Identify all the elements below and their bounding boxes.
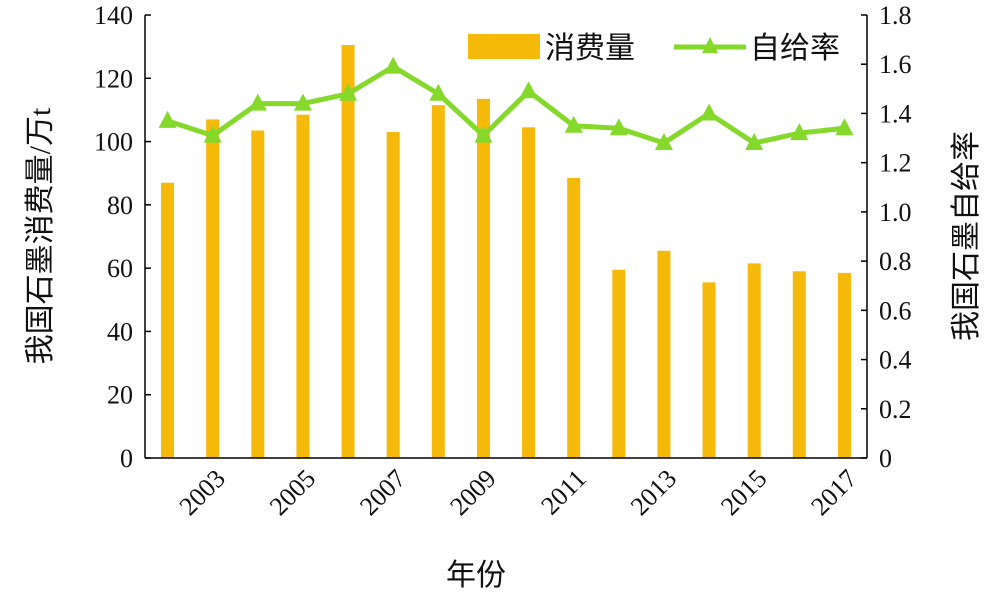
point-2011 [564,115,583,133]
y-right-tick-label: 0 [879,444,892,473]
point-2008 [429,83,448,101]
bar-2016 [792,271,806,458]
y-left-tick-label: 80 [107,191,133,220]
legend-marker-triangle [702,37,718,53]
x-tick-label: 2005 [264,464,321,521]
line-series [158,56,854,150]
point-2016 [790,123,809,141]
bar-2012 [612,269,626,458]
y-left-tick-label: 0 [120,444,133,473]
point-2006 [339,83,358,101]
bar-2005 [296,114,310,459]
point-2005 [293,93,312,111]
y-left-tick-label: 40 [107,317,133,346]
line-path [166,64,845,146]
bar-2009 [476,98,490,458]
y-left-tick-label: 120 [94,64,133,93]
bar-2011 [567,177,581,459]
bar-2013 [657,250,671,458]
point-2015 [745,132,764,150]
x-tick-label: 2009 [444,464,501,521]
y-axis-right-label: 我国石墨自给率 [950,131,983,341]
bar-2007 [386,132,400,459]
bar-2010 [522,127,536,458]
point-2017 [835,118,854,136]
y-right-tick-label: 0.2 [879,395,912,424]
point-2012 [609,118,628,136]
bar-2006 [341,45,355,458]
legend-swatch-bar [468,34,540,59]
y-right-tick-label: 0.6 [879,296,912,325]
bar-2015 [747,263,761,458]
legend-label-bar: 消费量 [545,32,635,65]
y-right-tick-label: 1.4 [879,99,912,128]
bar-2002 [161,182,175,458]
point-2004 [248,93,267,111]
y-left-tick-label: 140 [94,1,133,30]
legend-label-line: 自给率 [750,32,840,65]
point-2009 [474,125,493,143]
point-2010 [519,81,538,99]
point-2003 [203,125,222,143]
bars-series [161,45,851,459]
bar-2008 [431,105,445,459]
x-tick-label: 2015 [715,464,772,521]
bar-2014 [702,282,716,458]
y-axis-left-label: 我国石墨消费量/万t [24,107,57,364]
y-right-tick-label: 0.4 [879,346,912,375]
x-tick-label: 2011 [535,464,592,521]
y-right-tick-label: 0.8 [879,247,912,276]
y-left-tick-label: 100 [94,128,133,157]
bar-2004 [251,130,265,458]
bar-2017 [837,272,851,458]
x-tick-label: 2017 [805,464,862,521]
x-tick-label: 2007 [354,464,411,521]
legend: 消费量 自给率 [468,32,840,65]
y-right-tick-label: 1.2 [879,149,912,178]
x-tick-label: 2013 [625,464,682,521]
bar-2003 [206,119,220,459]
y-left-tick-label: 60 [107,254,133,283]
point-2014 [700,103,719,121]
y-right-tick-label: 1.6 [879,50,912,79]
y-right-tick-label: 1.0 [879,198,912,227]
x-axis-label: 年份 [446,559,506,592]
y-left-tick-label: 20 [107,381,133,410]
point-2013 [654,132,673,150]
point-2007 [384,56,403,74]
y-right-tick-label: 1.8 [879,1,912,30]
x-tick-label: 2003 [174,464,231,521]
point-2002 [158,110,177,128]
